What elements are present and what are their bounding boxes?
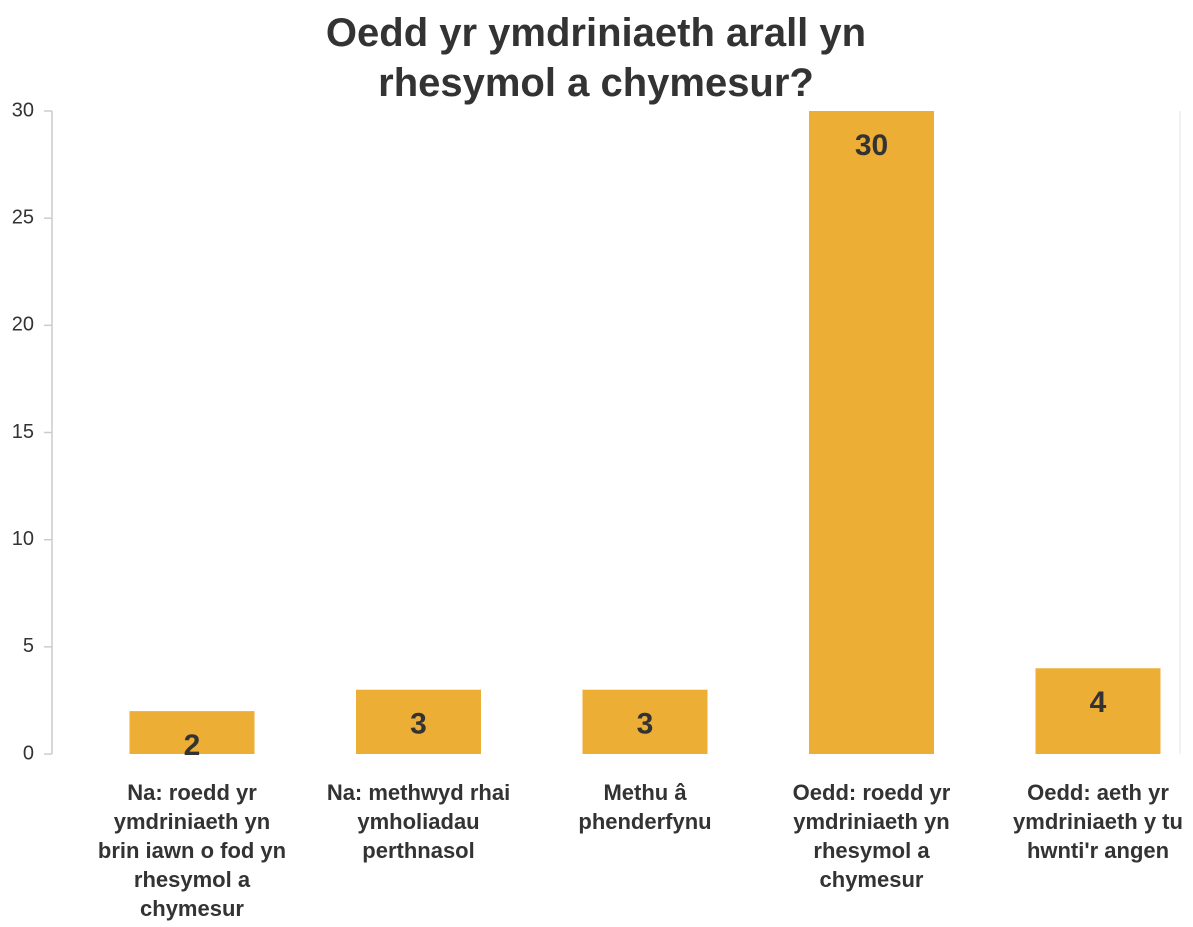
data-label: 2 xyxy=(184,729,201,762)
bar xyxy=(1035,668,1161,754)
x-tick-label: Methu â phenderfynu xyxy=(578,780,712,834)
y-tick-label: 5 xyxy=(23,635,34,657)
x-tick-label: Na: methwyd rhai ymholiadau perthnasol xyxy=(326,780,511,863)
x-tick-label: Na: roedd yr ymdriniaeth yn brin iawn o … xyxy=(97,780,287,921)
x-tick-label: Oedd: aeth yr ymdriniaeth y tu hwnti'r a… xyxy=(1013,780,1183,863)
x-tick-label: Oedd: roedd yr ymdriniaeth yn rhesymol a… xyxy=(792,780,951,892)
y-tick-label: 0 xyxy=(23,742,34,764)
bar xyxy=(809,111,934,754)
bar xyxy=(582,689,708,754)
bar xyxy=(129,711,255,754)
y-tick-label: 30 xyxy=(12,99,34,121)
y-tick-label: 10 xyxy=(12,528,34,550)
data-label: 3 xyxy=(410,708,427,741)
data-label: 3 xyxy=(637,708,654,741)
chart-title: Oedd yr ymdriniaeth arall yn rhesymol a … xyxy=(325,11,867,105)
y-tick-label: 25 xyxy=(12,206,34,228)
y-tick-label: 15 xyxy=(12,421,34,443)
data-label: 4 xyxy=(1090,686,1107,719)
data-label: 30 xyxy=(855,129,888,162)
y-tick-label: 20 xyxy=(12,314,34,336)
bar xyxy=(356,689,481,754)
